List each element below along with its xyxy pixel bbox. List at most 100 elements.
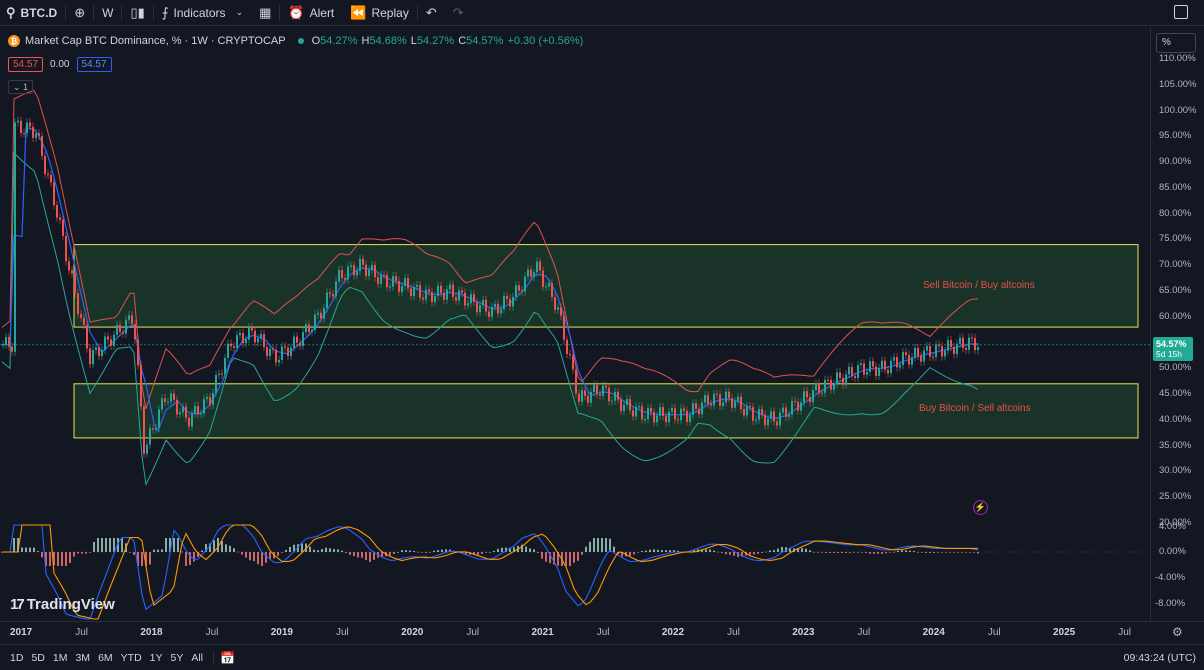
macd-histogram-bar [113, 538, 115, 552]
range-button-1m[interactable]: 1M [52, 651, 68, 664]
symbol-search-button[interactable]: ⚲ BTC.D [0, 0, 65, 26]
candle-body [716, 393, 718, 395]
candle-body [587, 395, 589, 403]
scale-mode-button[interactable]: % [1156, 33, 1196, 53]
sell-zone-label: Sell Bitcoin / Buy altcoins [923, 280, 1035, 291]
candle-body [533, 272, 535, 277]
calendar-icon[interactable]: 📅 [220, 650, 235, 665]
range-button-3m[interactable]: 3M [75, 651, 91, 664]
candle-body [647, 407, 649, 420]
clock-label[interactable]: 09:43:24 (UTC) [1123, 652, 1196, 664]
divider [279, 4, 281, 21]
candle-body [698, 408, 700, 415]
macd-histogram-bar [193, 552, 195, 562]
macd-histogram-bar [413, 550, 415, 552]
compare-button[interactable]: ⊕ [66, 0, 93, 26]
macd-histogram-bar [429, 551, 431, 553]
fullscreen-button[interactable] [1174, 5, 1188, 19]
price-tick-label: 45.00% [1159, 388, 1192, 400]
range-button-1y[interactable]: 1Y [149, 651, 163, 664]
candle-body [782, 407, 784, 413]
candle-body [14, 122, 16, 352]
candle-body [203, 398, 205, 414]
macd-histogram-bar [73, 552, 75, 557]
price-tick-label: 80.00% [1159, 207, 1192, 219]
candle-body [629, 398, 631, 411]
range-button-1d[interactable]: 1D [10, 651, 24, 664]
time-tick-label: Jul [596, 627, 610, 638]
candle-body [950, 340, 952, 347]
macd-histogram-bar [733, 552, 735, 556]
price-chart[interactable] [0, 27, 1150, 621]
candle-body [917, 347, 919, 356]
macd-histogram-bar [585, 546, 587, 552]
macd-histogram-bar [829, 552, 831, 553]
time-scale[interactable] [0, 621, 1204, 643]
candle-body [11, 346, 13, 352]
candle-body [632, 410, 634, 417]
candle-body [5, 336, 7, 345]
candle-body [905, 352, 907, 355]
top-toolbar: ⚲ BTC.D ⊕ W ▯▮ ⨍ Indicators ⌄ ▦ ⏰ Alert … [0, 0, 1204, 26]
macd-histogram-bar [237, 551, 239, 553]
candle-body [539, 261, 541, 271]
macd-histogram-bar [841, 552, 843, 553]
candle-body [605, 385, 607, 388]
candle-body [527, 269, 529, 277]
undo-button[interactable]: ↶ [418, 0, 445, 26]
candle-body [29, 122, 31, 127]
macd-histogram-bar [753, 552, 755, 555]
macd-histogram-bar [65, 552, 67, 566]
price-scale[interactable] [1150, 27, 1204, 621]
range-button-ytd[interactable]: YTD [120, 651, 142, 664]
candle-body [239, 332, 241, 336]
candle-body [368, 270, 370, 277]
candle-body [197, 406, 199, 415]
range-button-5y[interactable]: 5Y [170, 651, 184, 664]
candle-body [311, 329, 313, 333]
range-button-6m[interactable]: 6M [98, 651, 113, 664]
macd-tick-label: 0.00% [1159, 546, 1186, 557]
time-tick-label: Jul [987, 627, 1001, 638]
chart-type-button[interactable]: ▯▮ [122, 0, 152, 26]
macd-histogram-bar [821, 552, 823, 553]
interval-button[interactable]: W [94, 0, 121, 26]
candle-body [38, 133, 40, 136]
macd-histogram-bar [505, 547, 507, 552]
range-button-5d[interactable]: 5D [31, 651, 45, 664]
candle-body [293, 336, 295, 348]
buy-zone-label: Buy Bitcoin / Sell altcoins [919, 403, 1031, 414]
lightning-icon[interactable]: ⚡ [973, 500, 988, 515]
layouts-button[interactable]: ▦ [251, 0, 279, 26]
chart-pane[interactable] [0, 27, 1150, 621]
legend-collapse-button[interactable]: ⌄ 1 [8, 80, 34, 94]
macd-histogram-bar [149, 552, 151, 565]
candle-body [326, 292, 328, 309]
replay-button[interactable]: ⏪ Replay [342, 0, 417, 26]
macd-histogram-bar [49, 552, 51, 566]
macd-histogram-bar [541, 552, 543, 559]
candle-body [155, 427, 157, 430]
candle-body [977, 347, 979, 351]
divider [93, 4, 95, 21]
open-value: 54.27% [320, 35, 358, 47]
candle-body [938, 344, 940, 347]
macd-histogram-bar [481, 552, 483, 554]
alert-button[interactable]: ⏰ Alert [280, 0, 342, 26]
indicators-button[interactable]: ⨍ Indicators ⌄ [154, 0, 251, 26]
time-tick-label: 2020 [401, 627, 424, 638]
tradingview-watermark[interactable]: 17 TradingView [10, 596, 115, 613]
gear-icon[interactable]: ⚙ [1172, 625, 1183, 639]
candle-body [536, 261, 538, 273]
redo-button[interactable]: ↷ [445, 0, 472, 26]
macd-histogram-bar [969, 552, 971, 553]
candle-body [458, 290, 460, 301]
redo-icon: ↷ [452, 4, 464, 20]
macd-histogram-bar [61, 552, 63, 566]
candle-body [332, 293, 334, 297]
candle-body [86, 324, 88, 349]
candle-body [35, 133, 37, 138]
candle-body [500, 309, 502, 314]
candle-body [614, 391, 616, 401]
range-button-all[interactable]: All [191, 651, 204, 664]
